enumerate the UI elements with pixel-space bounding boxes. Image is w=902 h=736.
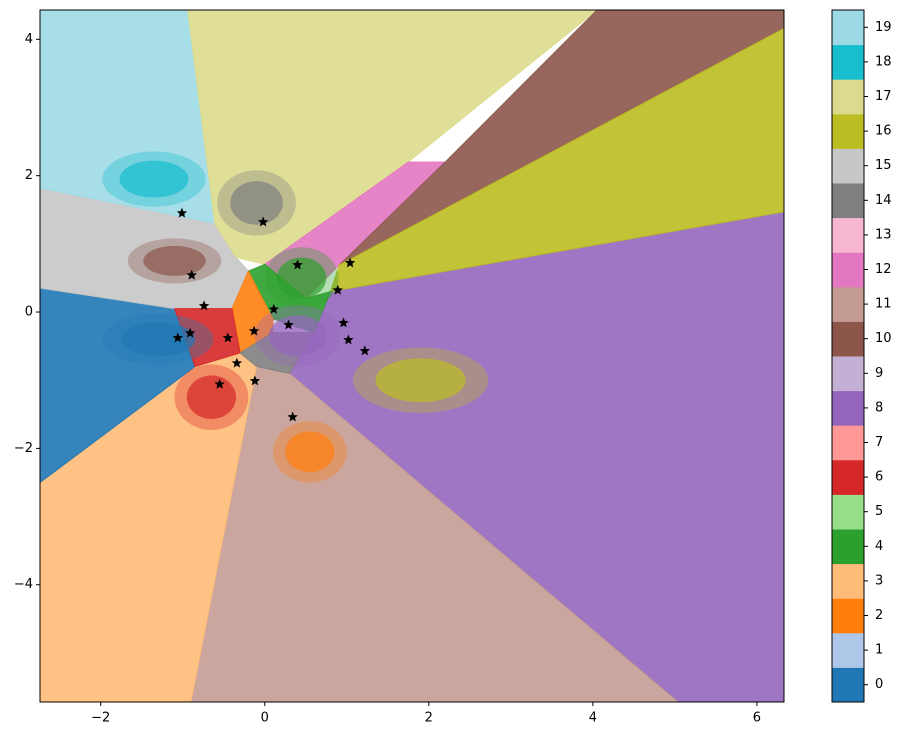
point-cloud-core <box>121 322 196 357</box>
colorbar-block <box>832 79 864 115</box>
colorbar-block <box>832 632 864 668</box>
x-tick-label: 0 <box>261 711 269 726</box>
centroid-star <box>214 378 225 389</box>
colorbar-block <box>832 356 864 392</box>
colorbar-tick-label: 7 <box>875 435 883 450</box>
centroid-star <box>338 317 349 328</box>
centroid-star <box>359 345 371 356</box>
colorbar-tick-label: 3 <box>875 573 883 588</box>
point-cloud-core <box>268 315 327 357</box>
colorbar-block <box>832 459 864 495</box>
y-tick-label: −4 <box>14 577 33 592</box>
colorbar-block <box>832 667 864 703</box>
y-tick-label: 4 <box>25 32 33 47</box>
x-tick-label: 2 <box>425 711 433 726</box>
y-tick-label: 0 <box>25 305 33 320</box>
colorbar-tick-label: 4 <box>875 539 883 554</box>
colorbar-block <box>832 598 864 634</box>
colorbar-block <box>832 563 864 599</box>
colorbar-block <box>832 252 864 288</box>
centroid-star <box>287 411 298 422</box>
colorbar-tick-label: 6 <box>875 470 883 485</box>
colorbar-block <box>832 286 864 322</box>
colorbar-block <box>832 148 864 184</box>
colorbar-tick-label: 12 <box>875 262 892 277</box>
colorbar-block <box>832 113 864 149</box>
centroid-star <box>292 259 303 270</box>
colorbar-block <box>832 390 864 426</box>
colorbar-tick-label: 13 <box>875 227 892 242</box>
colorbar-frame <box>831 9 865 703</box>
centroid-star <box>248 325 260 336</box>
centroid-star <box>222 332 234 343</box>
colorbar-block <box>832 183 864 219</box>
colorbar-tick-label: 8 <box>875 400 883 415</box>
colorbar-tick-label: 18 <box>875 54 892 69</box>
colorbar-block <box>832 10 864 46</box>
colorbar-tick-label: 17 <box>875 89 892 104</box>
colorbar-tick-label: 15 <box>875 158 892 173</box>
colorbar-tick-label: 5 <box>875 504 883 519</box>
centroid-star <box>257 216 269 227</box>
colorbar-tick-label: 14 <box>875 193 892 208</box>
colorbar-block <box>832 529 864 565</box>
centroid-star <box>231 357 243 368</box>
colorbar-block <box>832 217 864 253</box>
colorbar-block <box>832 425 864 461</box>
x-tick-label: −2 <box>91 711 110 726</box>
colorbar-tick-label: 10 <box>875 331 892 346</box>
centroid-star <box>186 269 197 280</box>
centroid-star <box>343 334 354 345</box>
point-cloud-core <box>230 181 283 225</box>
centroid-star <box>344 257 356 268</box>
colorbar-tick-label: 9 <box>875 366 883 381</box>
centroid-star <box>332 284 343 295</box>
centroid-star <box>198 300 210 311</box>
y-tick-label: −2 <box>14 441 33 456</box>
colorbar-tick-label: 0 <box>875 677 883 692</box>
centroid-star <box>176 207 188 218</box>
centroid-star <box>172 332 184 343</box>
plot-area <box>40 10 784 702</box>
point-cloud-core <box>143 245 206 276</box>
colorbar-block <box>832 44 864 80</box>
colorbar-tick-label: 16 <box>875 124 892 139</box>
point-cloud-core <box>186 375 237 420</box>
plot-frame <box>39 9 785 703</box>
x-tick-label: 6 <box>753 711 761 726</box>
point-cloud-core <box>285 431 335 473</box>
colorbar-tick-label: 19 <box>875 20 892 35</box>
colorbar-block <box>832 494 864 530</box>
centroid-star <box>184 327 196 338</box>
colorbar-tick-label: 2 <box>875 608 883 623</box>
colorbar-tick-label: 11 <box>875 297 892 312</box>
point-cloud-core <box>119 160 189 198</box>
point-cloud-core <box>277 257 327 299</box>
y-tick-label: 2 <box>25 168 33 183</box>
colorbar-tick-label: 1 <box>875 643 883 658</box>
centroid-star <box>283 319 294 330</box>
point-cloud-core <box>375 358 466 403</box>
centroid-star <box>268 303 280 314</box>
centroid-star <box>249 375 261 386</box>
x-tick-label: 4 <box>589 711 597 726</box>
colorbar-block <box>832 321 864 357</box>
